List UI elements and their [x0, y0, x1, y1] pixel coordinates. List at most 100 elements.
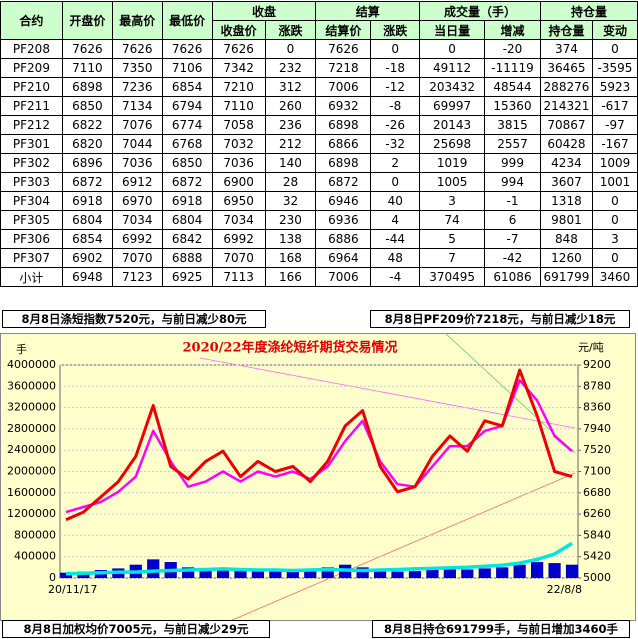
cell: -32 — [370, 134, 421, 154]
volume-bar — [461, 569, 474, 578]
cell: 7106 — [161, 58, 213, 78]
cell: -26 — [370, 115, 421, 135]
cell: 1001 — [591, 172, 638, 192]
cell: 6850 — [161, 153, 213, 173]
volume-bar — [478, 568, 491, 578]
cell: 6918 — [161, 191, 213, 211]
cell: 7110 — [211, 96, 266, 116]
y2-tick-label: 9200 — [583, 358, 611, 371]
cell: 288276 — [539, 77, 593, 97]
cell: 1005 — [419, 172, 486, 192]
volume-bar — [304, 570, 317, 578]
cell: -7 — [484, 229, 541, 249]
cell: 49112 — [419, 58, 486, 78]
cell: 25698 — [419, 134, 486, 154]
cell: 7058 — [211, 115, 266, 135]
cell: 7626 — [161, 39, 213, 59]
volume-bar — [59, 572, 73, 578]
cell: 6 — [484, 210, 541, 230]
cell: 3607 — [539, 172, 593, 192]
cell: 小计 — [0, 267, 63, 287]
cell: 变动 — [591, 20, 638, 40]
volume-bar — [426, 570, 439, 578]
chart-title: 2020/22年度涤纶短纤期货交易情况 — [182, 340, 397, 356]
cell: 7626 — [211, 39, 266, 59]
cell: 203432 — [419, 77, 486, 97]
cell: 收盘价 — [211, 20, 266, 40]
y-tick-label: 0 — [49, 571, 56, 584]
cell: 28 — [264, 172, 317, 192]
cell: 691799 — [539, 267, 593, 287]
y-tick-label: 2000000 — [7, 465, 56, 478]
cell: 214321 — [539, 96, 593, 116]
cell: 999 — [484, 153, 541, 173]
cell: 6912 — [111, 172, 163, 192]
cell: 1009 — [591, 153, 638, 173]
volume-bar — [391, 571, 404, 578]
y-tick-label: 400000 — [14, 550, 56, 563]
cell: 6992 — [211, 229, 266, 249]
cell: 36465 — [539, 58, 593, 78]
cell: 6794 — [161, 96, 213, 116]
volume-bar — [286, 570, 299, 578]
cell: 6774 — [161, 115, 213, 135]
volume-bar — [234, 570, 247, 578]
cell: 6950 — [211, 191, 266, 211]
note: 8月8日PF209价7218元，与前日减少18元 — [370, 310, 630, 328]
cell: 持仓量 — [539, 1, 638, 21]
cell: -167 — [591, 134, 638, 154]
chart: 2020/22年度涤纶短纤期货交易情况 手 元/吨 0 400000 800000 1… — [0, 333, 636, 621]
volume-bar — [408, 571, 422, 578]
y2-tick-label: 5000 — [583, 571, 611, 584]
cell: 7006 — [315, 267, 372, 287]
trend-line — [229, 472, 576, 621]
cell: 6804 — [61, 210, 113, 230]
cell: 涨跌 — [264, 20, 317, 40]
cell: 69997 — [419, 96, 486, 116]
quote-table: 合约 开盘价 最高价 最低价 收盘 结算 成交量（手） 持仓量 收盘价 涨跌 结算价 涨跌 当日量 增减持… — [0, 1, 638, 287]
cell: 3 — [419, 191, 486, 211]
cell: 7210 — [211, 77, 266, 97]
cell: PF305 — [0, 210, 63, 230]
cell: 6898 — [315, 115, 372, 135]
volume-bar — [565, 564, 579, 578]
cell: 7626 — [315, 39, 372, 59]
cell: 7350 — [111, 58, 163, 78]
cell: 7342 — [211, 58, 266, 78]
cell: 开盘价 — [61, 1, 113, 40]
cell: PF209 — [0, 58, 63, 78]
cell: 0 — [591, 191, 638, 211]
cell: 6804 — [161, 210, 213, 230]
cell: 32 — [264, 191, 317, 211]
trend-line — [199, 357, 576, 429]
cell: 9801 — [539, 210, 593, 230]
cell: 7626 — [111, 39, 163, 59]
y-tick-label: 3200000 — [7, 401, 56, 414]
y-tick-label: 4000000 — [7, 358, 56, 371]
cell: 6768 — [161, 134, 213, 154]
cell: -44 — [370, 229, 421, 249]
y2-unit: 元/吨 — [578, 341, 604, 354]
cell: 结算 — [315, 1, 421, 21]
cell: 7034 — [111, 210, 163, 230]
cell: 230 — [264, 210, 317, 230]
cell: 5923 — [591, 77, 638, 97]
cell: -12 — [370, 77, 421, 97]
cell: 0 — [591, 248, 638, 268]
cell: 40 — [370, 191, 421, 211]
cell: 6902 — [61, 248, 113, 268]
cell: -18 — [370, 58, 421, 78]
volume-bar — [356, 567, 369, 578]
cell: 140 — [264, 153, 317, 173]
y2-tick-label: 7100 — [583, 465, 611, 478]
cell: 374 — [539, 39, 593, 59]
y-tick-label: 1200000 — [7, 507, 56, 520]
cell: 4234 — [539, 153, 593, 173]
cell: 6886 — [315, 229, 372, 249]
cell: 370495 — [419, 267, 486, 287]
y2-tick-label: 7940 — [583, 422, 611, 435]
y-tick-label: 2800000 — [7, 422, 56, 435]
cell: 7032 — [211, 134, 266, 154]
cell: 260 — [264, 96, 317, 116]
